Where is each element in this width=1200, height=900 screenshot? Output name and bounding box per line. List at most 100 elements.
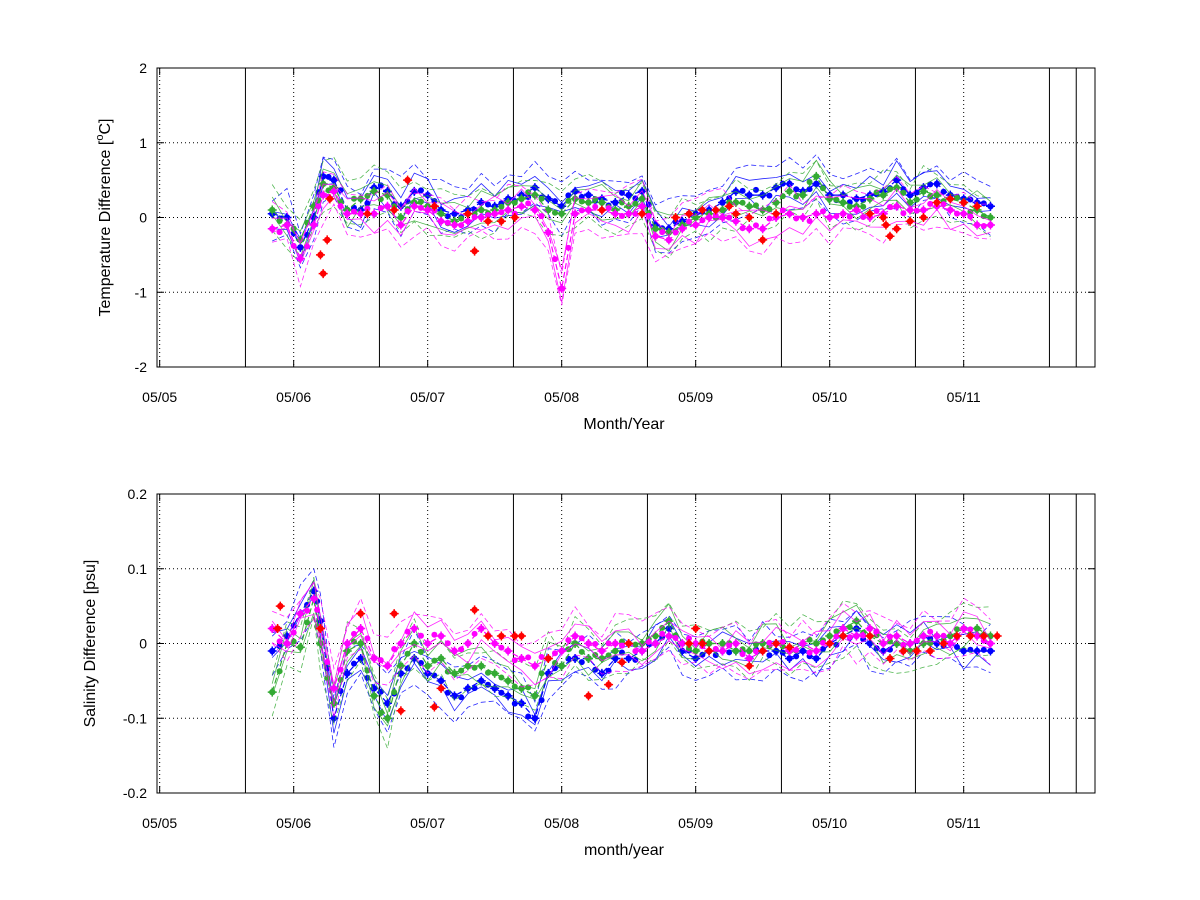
data-point xyxy=(490,209,505,219)
data-point xyxy=(342,660,357,678)
data-point-star xyxy=(758,646,768,656)
data-point-star xyxy=(865,631,875,641)
data-point-star xyxy=(597,205,607,215)
data-point-star xyxy=(329,186,339,196)
data-point-star xyxy=(624,190,634,200)
data-point-star xyxy=(557,284,567,294)
data-point xyxy=(878,633,893,648)
data-point-dot xyxy=(592,666,599,673)
data-point-star xyxy=(315,250,325,260)
data-point xyxy=(664,229,679,245)
data-point xyxy=(557,192,572,211)
data-point xyxy=(744,186,759,200)
data-point-dot xyxy=(953,210,960,217)
series-band-line xyxy=(271,615,991,750)
series-band-line xyxy=(271,156,991,221)
data-point-dot xyxy=(484,201,491,208)
data-point-star xyxy=(557,661,567,671)
data-point-dot xyxy=(618,212,625,219)
data-point-dot xyxy=(276,668,283,675)
data-point xyxy=(267,668,283,697)
data-point-star xyxy=(318,269,328,279)
data-point xyxy=(939,639,949,648)
series-2 xyxy=(267,171,995,306)
data-point-dot xyxy=(927,181,934,188)
data-point xyxy=(409,201,424,211)
data-point-star xyxy=(878,213,888,222)
data-point xyxy=(543,227,558,263)
data-point xyxy=(758,190,773,200)
data-point-dot xyxy=(578,198,585,205)
data-point xyxy=(744,201,759,211)
data-point-star xyxy=(597,668,607,678)
data-point-star xyxy=(295,609,305,619)
data-point-star xyxy=(516,201,526,211)
data-point xyxy=(865,631,875,641)
data-point-dot xyxy=(833,628,840,635)
data-point-star xyxy=(396,220,406,230)
data-point xyxy=(945,205,960,217)
data-point xyxy=(476,661,491,676)
data-point-dot xyxy=(276,643,283,650)
data-point-dot xyxy=(953,644,960,651)
data-point-dot xyxy=(766,639,773,646)
data-point-dot xyxy=(953,194,960,201)
data-point-star xyxy=(342,668,352,678)
data-point-dot xyxy=(525,200,532,207)
data-point-star xyxy=(905,639,915,648)
data-point-dot xyxy=(565,244,572,251)
data-point-star xyxy=(510,213,520,222)
data-point-star xyxy=(530,661,540,671)
series-band-line xyxy=(272,203,991,306)
data-point xyxy=(945,194,955,204)
data-point xyxy=(409,624,424,639)
data-point-star xyxy=(744,224,754,234)
data-point-dot xyxy=(779,638,786,645)
data-point-star xyxy=(959,624,969,634)
data-point-star xyxy=(382,713,392,723)
data-point-star xyxy=(267,205,277,215)
data-point xyxy=(396,208,411,230)
data-point-star xyxy=(356,624,366,634)
data-point-star xyxy=(543,227,553,237)
data-point xyxy=(356,624,371,642)
data-point-star xyxy=(530,190,540,200)
data-point-star xyxy=(267,687,277,697)
data-point-star xyxy=(362,209,372,219)
data-point-dot xyxy=(886,633,893,640)
data-point-dot xyxy=(314,606,321,613)
data-point-dot xyxy=(900,641,907,648)
data-point xyxy=(530,653,545,671)
data-point xyxy=(784,653,800,663)
data-point xyxy=(724,201,734,211)
data-point xyxy=(677,218,692,234)
data-point-dot xyxy=(940,188,947,195)
series-3 xyxy=(273,601,1002,716)
data-point-star xyxy=(295,642,305,652)
data-point-dot xyxy=(900,210,907,217)
data-point-dot xyxy=(618,642,625,649)
data-point xyxy=(637,201,652,219)
series-band-line xyxy=(272,195,991,303)
data-point-dot xyxy=(498,674,505,681)
y-axis-label-unit: C] xyxy=(97,119,114,135)
data-point-star xyxy=(325,194,335,204)
data-point xyxy=(905,637,920,648)
data-point-dot xyxy=(739,646,746,653)
data-point-dot xyxy=(860,203,867,210)
data-point-star xyxy=(825,639,835,648)
data-point-dot xyxy=(806,186,813,193)
data-point xyxy=(315,624,325,634)
data-point xyxy=(892,201,907,217)
data-point xyxy=(436,631,451,647)
data-point xyxy=(470,605,480,615)
data-point-star xyxy=(369,691,379,701)
data-point-dot xyxy=(565,197,572,204)
data-point-star xyxy=(892,631,902,641)
data-point xyxy=(959,646,974,656)
data-point-dot xyxy=(471,664,478,671)
data-point-star xyxy=(905,205,915,215)
data-point xyxy=(758,235,768,245)
data-point-star xyxy=(396,639,406,648)
data-point-dot xyxy=(417,187,424,194)
